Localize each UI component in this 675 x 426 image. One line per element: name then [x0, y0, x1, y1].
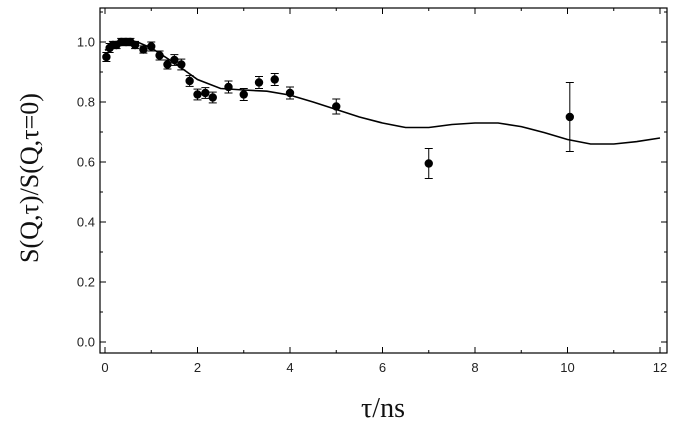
x-tick-label: 2 — [194, 360, 201, 375]
data-point — [193, 90, 202, 99]
x-tick-label: 12 — [653, 360, 667, 375]
data-point — [201, 88, 210, 98]
data-point — [139, 45, 148, 54]
data-point — [177, 60, 186, 69]
data-point — [254, 78, 264, 87]
x-tick-label: 8 — [471, 360, 478, 375]
y-axis-title: S(Q,τ)/S(Q,τ=0) — [15, 93, 44, 263]
y-tick-label: 0.0 — [77, 335, 95, 350]
data-point — [239, 90, 248, 99]
data-point — [102, 52, 111, 62]
data-point — [285, 88, 295, 98]
y-tick-label: 0.6 — [77, 155, 95, 170]
data-point — [332, 102, 341, 111]
axis-ticks — [100, 8, 667, 353]
data-point — [270, 75, 279, 84]
x-tick-label: 4 — [286, 360, 293, 375]
y-tick-label: 0.8 — [77, 95, 95, 110]
data-point — [224, 82, 233, 92]
y-tick-label: 1.0 — [77, 35, 95, 50]
data-point — [424, 159, 433, 168]
y-tick-labels: 0.0 0.2 0.4 0.6 0.8 1.0 — [77, 35, 95, 350]
data-point — [170, 55, 179, 65]
x-axis-title: τ/ns — [361, 393, 405, 424]
data-point — [565, 112, 575, 122]
x-tick-label: 10 — [560, 360, 574, 375]
data-point — [147, 42, 156, 51]
y-tick-label: 0.2 — [77, 275, 95, 290]
x-tick-label: 0 — [101, 360, 108, 375]
data-point — [208, 93, 217, 102]
plot-frame — [99, 7, 668, 354]
data-point — [155, 51, 164, 60]
data-point — [163, 60, 172, 69]
x-tick-label: 6 — [379, 360, 386, 375]
y-tick-label: 0.4 — [77, 215, 95, 230]
data-point — [130, 40, 140, 50]
model-curve — [104, 40, 661, 145]
data-point — [185, 76, 194, 86]
x-tick-labels: 0 2 4 6 8 10 12 — [101, 360, 667, 375]
data-points — [102, 37, 575, 179]
